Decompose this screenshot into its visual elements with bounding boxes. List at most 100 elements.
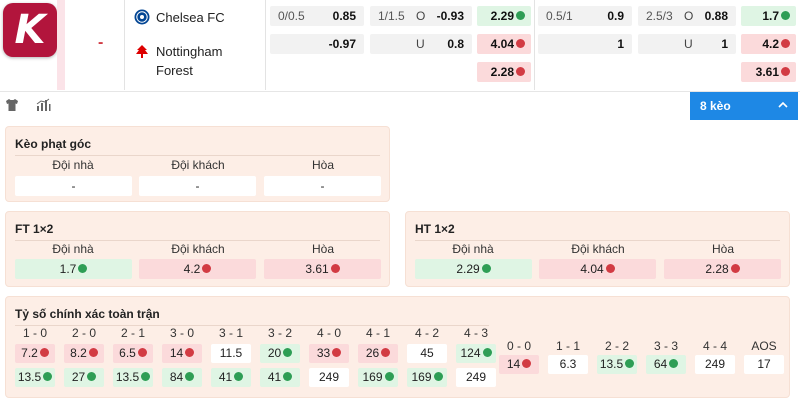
score-away-odds[interactable]: 13.5 — [113, 368, 153, 387]
corner-draw-odds[interactable]: - — [264, 176, 381, 196]
score-home-odds[interactable]: 33 — [309, 344, 349, 363]
brand-logo[interactable]: K — [3, 3, 57, 57]
score-away-odds[interactable]: 27 — [64, 368, 104, 387]
ft-under[interactable]: U 0.8 — [370, 34, 472, 54]
arrow-down-icon — [330, 264, 340, 274]
score-draw-odds[interactable]: 6.3 — [548, 355, 588, 374]
ft-home-odds[interactable]: 1.7 — [15, 259, 132, 279]
ht-home-odds[interactable]: 2.29 — [415, 259, 532, 279]
ft-handicap-away[interactable]: -0.97 — [270, 34, 364, 54]
score-away-odds[interactable]: 249 — [456, 368, 496, 387]
over-label: O — [684, 9, 694, 23]
col-label-away: Đội khách — [171, 242, 225, 256]
score-label: 3 - 0 — [169, 326, 194, 340]
odds-value: 2.29 — [491, 9, 525, 23]
panel-title: Kèo phạt góc — [15, 137, 92, 151]
ht-1x2-away[interactable]: 4.2 — [741, 34, 796, 54]
ht-1x2-draw[interactable]: 3.61 — [741, 62, 796, 82]
odds-value: 45 — [420, 346, 434, 360]
score-label: 1 - 1 — [555, 339, 580, 353]
away-team[interactable]: Nottingham Forest — [134, 42, 222, 80]
ht-handicap-home[interactable]: 0.5/1 0.9 — [538, 6, 632, 26]
odds-value: 1 — [617, 37, 624, 51]
score-away-odds[interactable]: 169 — [407, 368, 447, 387]
odds-value: 169 — [411, 370, 432, 384]
col-label-draw: Hòa — [311, 158, 334, 172]
odds-value: 17 — [757, 357, 771, 371]
jersey-icon[interactable] — [4, 97, 20, 113]
score-home-odds[interactable]: 26 — [358, 344, 398, 363]
ht-ou-line: 2.5/3 — [646, 9, 673, 23]
corner-away-odds[interactable]: - — [139, 176, 256, 196]
score-away-odds[interactable]: 249 — [309, 368, 349, 387]
score-home-odds[interactable]: 11.5 — [211, 344, 251, 363]
ft-1x2-home[interactable]: 2.29 — [477, 6, 531, 26]
ht-under[interactable]: U 1 — [638, 34, 736, 54]
away-team-name-line2: Forest — [156, 63, 193, 78]
score-label: 4 - 0 — [316, 326, 341, 340]
ft-1x2-away[interactable]: 4.04 — [477, 34, 531, 54]
odds-value: 249 — [704, 357, 726, 371]
under-label: U — [416, 37, 425, 51]
ft-handicap-home[interactable]: 0/0.5 0.85 — [270, 6, 364, 26]
ht-handicap-away[interactable]: 1 — [538, 34, 632, 54]
ht-draw-odds[interactable]: 2.28 — [664, 259, 781, 279]
arrow-up-icon — [781, 11, 790, 21]
odds-value: 20 — [267, 346, 282, 360]
odds-value: 0.9 — [607, 9, 624, 23]
arrow-up-icon — [482, 348, 492, 358]
odds-value: 1 — [721, 37, 728, 51]
score-away-odds[interactable]: 13.5 — [15, 368, 55, 387]
arrow-down-icon — [730, 264, 740, 274]
score-home-odds[interactable]: 20 — [260, 344, 300, 363]
score-away-odds[interactable]: 169 — [358, 368, 398, 387]
score-draw-odds[interactable]: 249 — [695, 355, 735, 374]
score-draw-odds[interactable]: 64 — [646, 355, 686, 374]
score-home-odds[interactable]: 124 — [456, 344, 496, 363]
stats-chart-icon[interactable] — [35, 97, 51, 113]
ft-1x2-draw[interactable]: 2.28 — [477, 62, 531, 82]
score-label: 4 - 2 — [414, 326, 439, 340]
odds-value: 26 — [365, 346, 380, 360]
tab-bet-count[interactable]: 8 kèo — [690, 92, 798, 120]
arrow-up-icon — [185, 372, 195, 382]
over-label: O — [416, 9, 426, 23]
corner-home-odds[interactable]: - — [15, 176, 132, 196]
score-draw-odds[interactable]: 14 — [499, 355, 539, 374]
score-draw-odds[interactable]: 13.5 — [597, 355, 637, 374]
odds-value: 0.88 — [704, 9, 728, 23]
score-home-odds[interactable]: 8.2 — [64, 344, 104, 363]
ft-away-odds[interactable]: 4.2 — [139, 259, 256, 279]
ft-draw-odds[interactable]: 3.61 — [264, 259, 381, 279]
odds-value: -0.93 — [436, 9, 464, 23]
ht-1x2-home[interactable]: 1.7 — [741, 6, 796, 26]
ft-over[interactable]: 1/1.5 O -0.93 — [370, 6, 472, 26]
score-home-odds[interactable]: 14 — [162, 344, 202, 363]
score-home-odds[interactable]: 6.5 — [113, 344, 153, 363]
odds-value: 6.3 — [559, 357, 577, 371]
chevron-up-icon — [778, 101, 788, 108]
score-home-odds[interactable]: 45 — [407, 344, 447, 363]
divider — [415, 240, 780, 241]
ht-over[interactable]: 2.5/3 O 0.88 — [638, 6, 736, 26]
ht-away-odds[interactable]: 4.04 — [539, 259, 656, 279]
ft-handicap-line: 0/0.5 — [278, 9, 305, 23]
arrow-up-icon — [87, 372, 97, 382]
arrow-up-icon — [625, 359, 635, 369]
score-away-odds[interactable]: 41 — [260, 368, 300, 387]
score-away-odds[interactable]: 41 — [211, 368, 251, 387]
odds-value: 41 — [218, 370, 233, 384]
odds-value: 13.5 — [17, 370, 42, 384]
score-label: 3 - 2 — [267, 326, 292, 340]
arrow-down-icon — [381, 348, 391, 358]
score-label: 2 - 0 — [71, 326, 96, 340]
score-draw-odds[interactable]: 17 — [744, 355, 784, 374]
odds-value: -0.97 — [328, 37, 356, 51]
score-away-odds[interactable]: 84 — [162, 368, 202, 387]
arrow-down-icon — [522, 359, 532, 369]
home-team-name: Chelsea FC — [156, 9, 225, 25]
home-team[interactable]: Chelsea FC — [134, 9, 225, 25]
arrow-up-icon — [516, 11, 525, 21]
score-home-odds[interactable]: 7.2 — [15, 344, 55, 363]
divider — [124, 0, 125, 90]
